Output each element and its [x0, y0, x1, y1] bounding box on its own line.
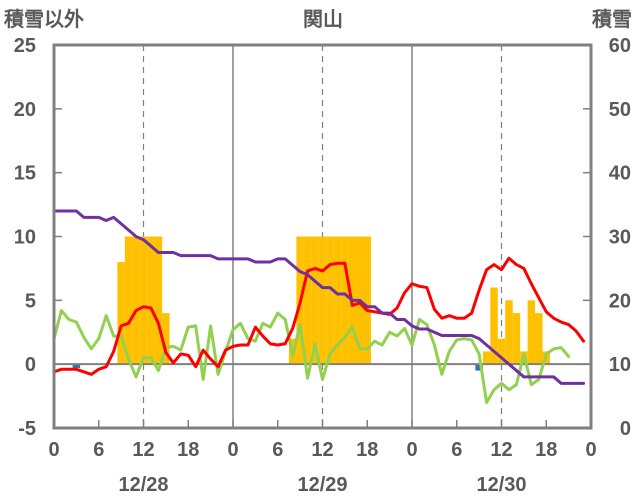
snowfall-bar [154, 236, 163, 365]
x-tick-label: 6 [451, 439, 462, 461]
snowfall-bar [318, 236, 327, 365]
snowfall-bar [132, 236, 140, 365]
left-tick-label: 20 [14, 99, 36, 121]
snowfall-bar [139, 236, 148, 365]
right-tick-label: 50 [609, 99, 631, 121]
left-tick-label: 0 [25, 354, 36, 376]
snowfall-bar [497, 338, 506, 365]
right-axis-label: 積雪 [592, 8, 632, 31]
snowfall-bar [512, 313, 521, 365]
snowfall-bar [124, 236, 133, 365]
x-tick-label: 12 [490, 439, 512, 461]
snowfall-bar [482, 351, 491, 365]
snowfall-bar [117, 262, 125, 365]
x-tick-label: 6 [93, 439, 104, 461]
x-tick-label: 12 [311, 439, 333, 461]
left-tick-label: 15 [14, 163, 36, 185]
left-axis-label: 積雪以外 [4, 7, 84, 31]
snowfall-bar [303, 236, 312, 365]
temperature-line [52, 256, 586, 376]
left-tick-label: 25 [14, 35, 36, 57]
snowfall-bar [363, 236, 371, 365]
snowfall-bar [147, 236, 155, 365]
right-tick-label: 10 [609, 354, 631, 376]
snowfall-bar [162, 313, 170, 365]
x-tick-label: 0 [48, 439, 59, 461]
plot-frame [52, 43, 593, 430]
date-label: 12/29 [297, 474, 347, 496]
right-tick-label: 0 [620, 418, 631, 440]
wind-line [52, 309, 571, 404]
x-tick-label: 6 [272, 439, 283, 461]
snow-depth-line [52, 209, 586, 385]
right-tick-label: 60 [609, 35, 631, 57]
plot-border [52, 43, 593, 430]
snowfall-bar [535, 313, 543, 365]
series-lines [52, 209, 591, 404]
snowfall-bar [72, 364, 81, 368]
snowfall-bar [311, 236, 319, 365]
left-tick-label: 10 [14, 227, 36, 249]
left-tick-label: -5 [18, 418, 36, 440]
x-tick-label: 0 [227, 439, 238, 461]
x-tick-label: 0 [585, 439, 596, 461]
right-tick-label: 30 [609, 227, 631, 249]
right-tick-label: 40 [609, 163, 631, 185]
snowfall-bar [475, 364, 483, 371]
snowfall-bar [527, 300, 536, 365]
x-tick-label: 18 [356, 439, 378, 461]
x-tick-label: 12 [132, 439, 154, 461]
left-tick-label: 5 [25, 290, 36, 312]
snowfall-bar [326, 236, 334, 365]
date-label: 12/28 [118, 474, 168, 496]
right-tick-label: 20 [609, 290, 631, 312]
date-label: 12/30 [476, 474, 526, 496]
snowfall-bar [341, 236, 349, 365]
chart-title: 関山 [303, 8, 343, 31]
x-tick-label: 18 [535, 439, 557, 461]
snowfall-bar [505, 300, 513, 365]
x-tick-label: 18 [177, 439, 199, 461]
x-tick-label: 0 [406, 439, 417, 461]
snowfall-bar [333, 236, 342, 365]
snowfall-bar [490, 287, 498, 365]
